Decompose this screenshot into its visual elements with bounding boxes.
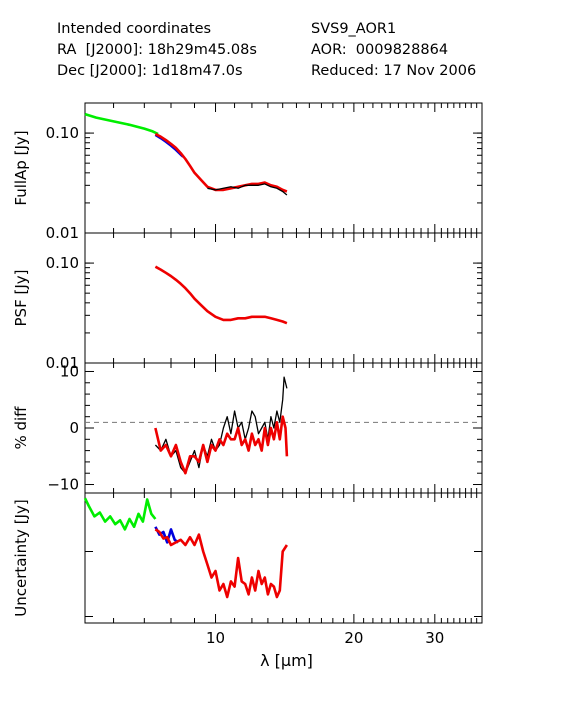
panel3-series-black [154,376,288,474]
panel2-ytick-label: 0.01 [46,354,79,372]
panel4-frame [84,492,483,624]
panel3-ytick-label: 0 [69,419,79,437]
panel4-series-blue [154,526,180,544]
x-axis-label: λ [μm] [260,651,313,670]
panel1-series-black [207,183,288,196]
xtick-label: 20 [344,629,363,647]
panel3-ytick-label: 10 [60,362,79,380]
header-title: Intended coordinates [57,21,212,37]
panel1-frame [84,102,483,234]
panel4-ylabel: Uncertainty [Jy] [12,499,30,616]
panel1-ylabel: FullAp [Jy] [12,130,30,205]
xtick-label: 30 [425,629,444,647]
panel2-series-red [154,265,288,325]
panel1-ytick-label: 0.01 [46,224,79,242]
panel3-ytick-label: −10 [47,476,79,494]
panel1-ytick-label: 0.10 [46,124,79,142]
panel2-frame [84,232,483,364]
panel1-series-green [84,112,159,136]
panel1-series-blue [154,133,184,158]
panel2-ylabel: PSF [Jy] [12,270,30,327]
panel4-series-green [83,497,157,531]
panel1-series-red [154,132,288,193]
header-target-name: SVS9_AOR1 [311,21,397,37]
xtick-label: 10 [206,629,225,647]
header-aor: AOR: 0009828864 [311,42,449,58]
header-reduced-date: Reduced: 17 Nov 2006 [311,63,477,79]
panel3-ylabel: % diff [12,406,30,450]
header-ra: RA [J2000]: 18h29m45.08s [57,42,257,58]
panel3-series-red [154,415,289,475]
header-dec: Dec [J2000]: 1d18m47.0s [57,63,243,79]
panel2-ytick-label: 0.10 [46,254,79,272]
panel4-series-red [154,528,288,599]
